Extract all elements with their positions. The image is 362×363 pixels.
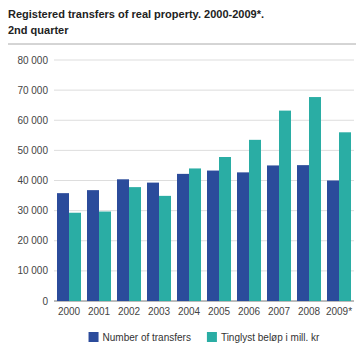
bar [207,171,219,301]
x-tick-label: 2006 [238,306,261,317]
x-tick-label: 2002 [118,306,141,317]
x-tick-label: 2008 [298,306,321,317]
chart: Registered transfers of real property. 2… [0,0,362,363]
x-tick-label: 2003 [148,306,171,317]
bar [147,183,159,301]
bar [279,111,291,301]
bar [267,165,279,301]
y-tick-label: 50 000 [17,145,48,156]
title: Registered transfers of real property. 2… [8,8,264,20]
legend-label: Tinglyst beløp i mill. kr [221,332,320,343]
y-tick-label: 30 000 [17,205,48,216]
x-tick-label: 2001 [88,306,111,317]
legend-label: Number of transfers [103,332,191,343]
bar [297,165,309,301]
y-tick-label: 10 000 [17,265,48,276]
bar [249,140,261,301]
y-tick-label: 60 000 [17,115,48,126]
x-tick-label: 2004 [178,306,201,317]
legend-swatch [89,332,99,342]
y-tick-label: 70 000 [17,85,48,96]
bar [327,181,339,302]
y-tick-label: 20 000 [17,235,48,246]
bar [309,97,321,301]
y-tick-label: 80 000 [17,55,48,66]
legend-swatch [207,332,217,342]
grid-line [54,60,354,61]
y-tick-label: 0 [42,296,48,307]
bar [99,212,111,301]
bar [129,187,141,301]
x-tick-label: 2009* [326,306,352,317]
bar [219,157,231,301]
bar [159,196,171,301]
bar [69,213,81,301]
grid-line [54,90,354,91]
bar [189,168,201,301]
bar [177,174,189,301]
separator [8,44,356,45]
bar [57,193,69,301]
y-tick-label: 40 000 [17,175,48,186]
bar [339,132,351,301]
bars [57,97,351,301]
x-tick-label: 2005 [208,306,231,317]
x-tick-label: 2007 [268,306,291,317]
subtitle: 2nd quarter [8,24,69,36]
x-tick-label: 2000 [58,306,81,317]
bar [117,179,129,301]
bar [87,190,99,301]
legend: Number of transfers Tinglyst beløp i mill… [89,332,321,343]
bar [237,172,249,301]
